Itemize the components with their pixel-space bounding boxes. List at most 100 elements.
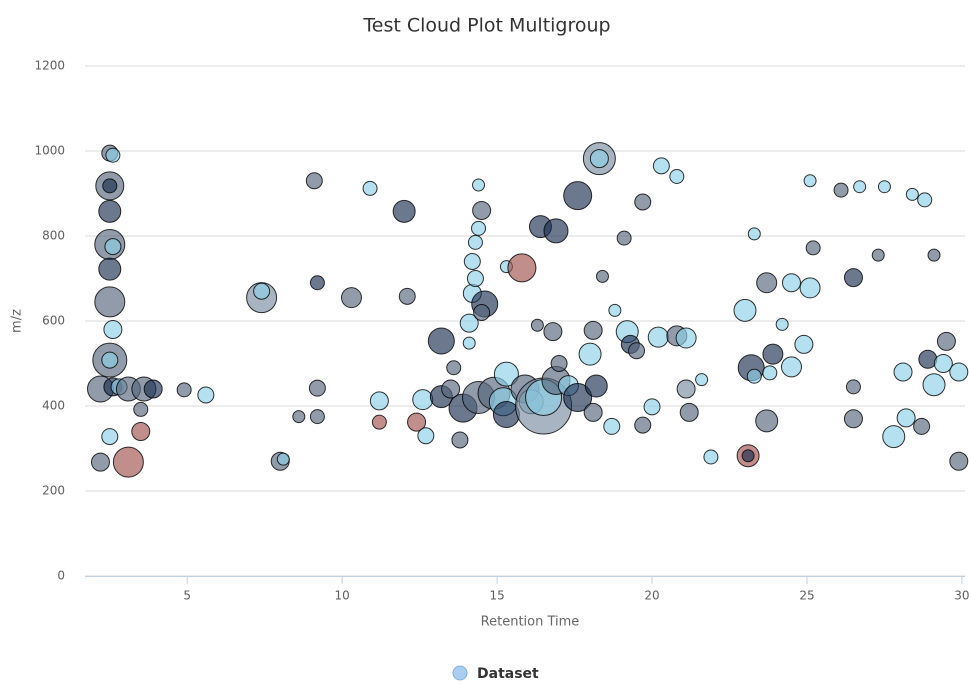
bubble: [695, 373, 709, 387]
bubble: [459, 313, 479, 333]
bubble: [634, 416, 652, 434]
bubble: [398, 287, 416, 305]
bubble: [427, 327, 455, 355]
bubble: [595, 269, 609, 283]
y-tick-label: 200: [42, 484, 65, 498]
bubble: [896, 408, 916, 428]
bubble: [741, 449, 755, 463]
bubble: [871, 248, 885, 262]
bubble: [98, 199, 122, 223]
bubble: [608, 303, 622, 317]
bubble: [417, 427, 435, 445]
y-axis-title: m/z: [10, 309, 25, 333]
bubble: [603, 417, 621, 435]
bubble: [583, 402, 603, 422]
bubble: [755, 409, 779, 433]
x-axis-title: Retention Time: [481, 615, 580, 630]
bubble: [309, 275, 325, 291]
bubble: [253, 282, 271, 300]
bubble: [543, 322, 563, 342]
bubble: [733, 298, 757, 322]
x-tick-label: 30: [954, 589, 969, 603]
bubble: [933, 354, 953, 373]
bubble: [843, 268, 863, 288]
bubble: [675, 327, 697, 349]
bubble: [292, 410, 306, 424]
bubble: [340, 287, 362, 309]
bubble: [676, 379, 696, 399]
bubble: [703, 449, 719, 465]
bubble: [105, 147, 121, 163]
bubble: [463, 253, 481, 270]
bubble: [362, 180, 378, 196]
bubble: [471, 220, 487, 236]
bubble: [101, 351, 119, 369]
bubble: [949, 362, 969, 382]
y-tick-label: 600: [42, 314, 65, 328]
bubble: [647, 326, 669, 348]
bubble: [917, 192, 933, 208]
bubble: [775, 317, 789, 331]
bubble: [746, 368, 762, 384]
x-tick-label: 20: [644, 589, 659, 603]
bubble: [589, 149, 609, 169]
bubble: [679, 402, 699, 422]
y-tick-label: 1000: [34, 144, 65, 158]
bubble: [472, 178, 486, 192]
bubble: [131, 422, 151, 441]
bubble: [563, 181, 593, 211]
bubble: [451, 431, 469, 449]
bubble: [913, 417, 931, 435]
bubble: [845, 379, 861, 395]
bubble: [927, 248, 941, 262]
bubble: [949, 451, 969, 471]
bubble: [922, 373, 946, 397]
bubble: [833, 182, 849, 198]
bubble: [103, 320, 123, 339]
bubble: [176, 382, 192, 398]
bubble: [441, 379, 461, 399]
grid: 0 200 400 600 800 1000 1200 5 10 15 20 25 30: [34, 59, 969, 603]
legend: Dataset: [452, 665, 539, 682]
y-tick-label: 0: [57, 569, 65, 583]
bubble: [462, 336, 476, 350]
bubble: [466, 270, 484, 287]
plot-area: [86, 142, 969, 478]
bubble: [762, 365, 778, 381]
bubble: [882, 425, 906, 449]
bubble: [628, 342, 646, 360]
bubble: [936, 331, 956, 351]
bubble: [803, 174, 817, 188]
x-tick-label: 10: [335, 589, 350, 603]
bubble: [543, 218, 569, 244]
bubble: [781, 273, 801, 293]
y-tick-label: 1200: [34, 59, 65, 73]
bubble: [652, 157, 670, 175]
bubble: [550, 355, 568, 372]
bubble: [102, 178, 118, 194]
bubble: [371, 414, 387, 430]
bubble: [563, 383, 593, 412]
bubble: [578, 342, 602, 366]
bubble: [780, 356, 802, 378]
bubble: [133, 401, 149, 417]
bubble: [112, 446, 144, 478]
bubble: [584, 374, 608, 398]
bubble: [853, 180, 867, 194]
bubble: [893, 362, 913, 382]
bubble: [94, 286, 126, 318]
legend-label: Dataset: [477, 666, 539, 682]
bubble: [616, 230, 632, 246]
bubble: [90, 452, 110, 472]
bubble: [843, 409, 863, 429]
bubble: [747, 227, 761, 241]
bubble: [530, 318, 544, 332]
y-tick-label: 400: [42, 399, 65, 413]
x-tick-label: 25: [799, 589, 814, 603]
bubble: [669, 169, 685, 184]
bubble: [756, 272, 778, 294]
bubble: [407, 412, 427, 432]
bubble: [905, 187, 919, 201]
bubble: [446, 360, 462, 376]
